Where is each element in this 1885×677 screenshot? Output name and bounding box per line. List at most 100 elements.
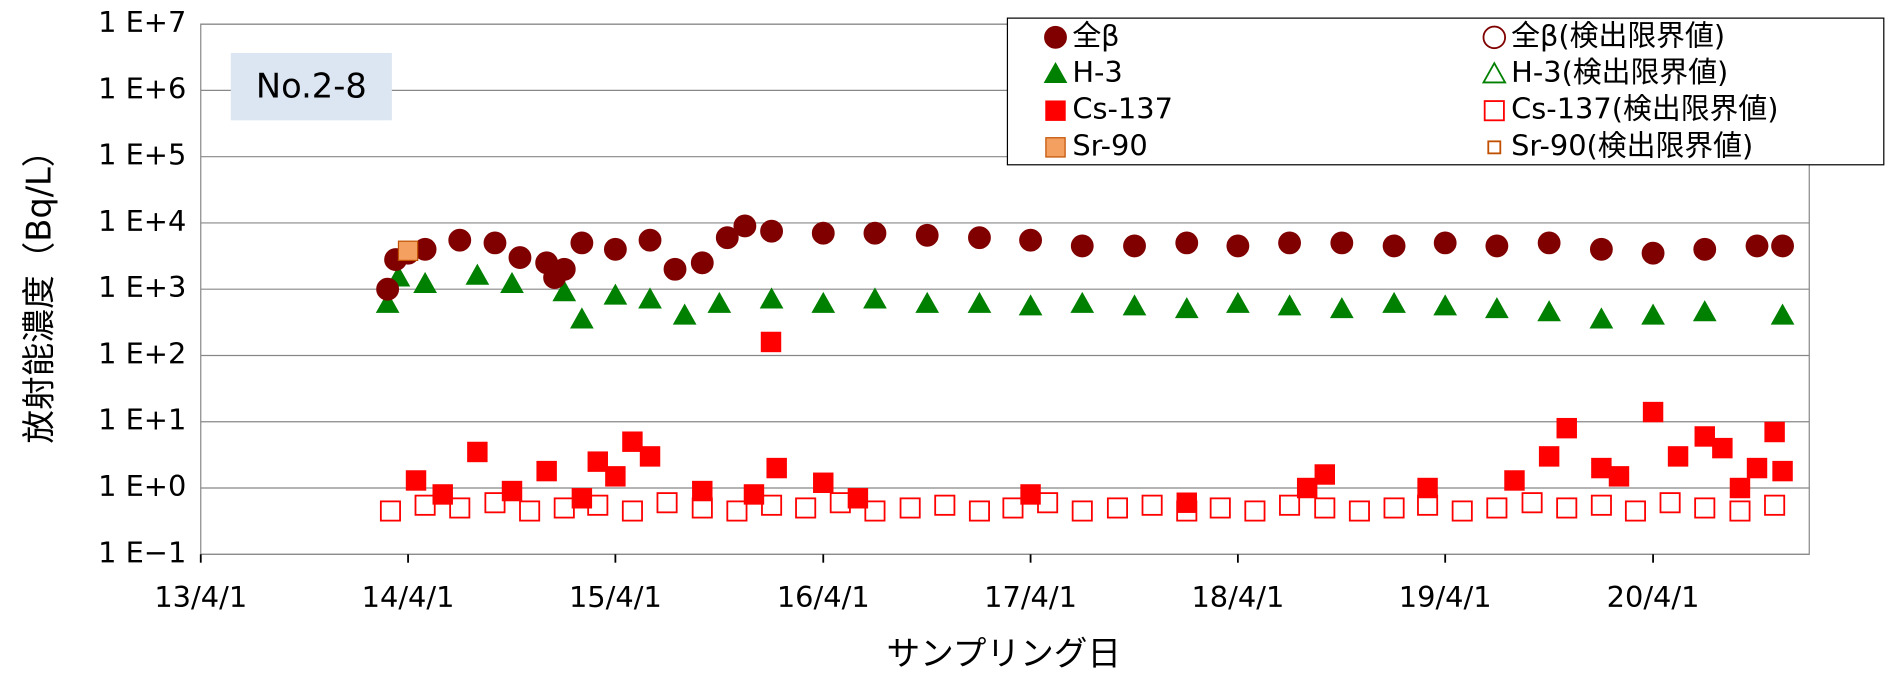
point <box>467 441 488 463</box>
point <box>1772 460 1793 482</box>
point <box>915 223 939 247</box>
point <box>1521 492 1543 514</box>
point <box>1771 234 1794 258</box>
point <box>1537 300 1561 322</box>
point <box>501 480 523 502</box>
point <box>760 331 782 353</box>
point <box>656 492 678 514</box>
point <box>1070 234 1094 258</box>
point <box>1314 497 1336 519</box>
point <box>1071 500 1093 522</box>
y-tick-label: 1 E+6 <box>98 71 186 105</box>
point <box>622 431 643 452</box>
point <box>760 219 783 243</box>
point <box>638 228 662 252</box>
point <box>1641 303 1665 325</box>
point <box>1659 492 1681 514</box>
point <box>448 228 472 252</box>
point <box>1106 497 1128 519</box>
point <box>813 472 834 493</box>
point <box>1556 497 1578 519</box>
point <box>1382 291 1406 313</box>
point <box>1382 234 1406 258</box>
point <box>536 460 557 482</box>
point <box>379 500 401 522</box>
point <box>508 246 532 270</box>
point <box>1002 497 1024 519</box>
point <box>1209 497 1231 519</box>
point <box>690 251 714 275</box>
point <box>1642 401 1664 423</box>
point <box>405 470 427 491</box>
point <box>484 492 506 514</box>
point <box>1589 237 1613 261</box>
point <box>1486 497 1508 519</box>
legend-label: H-3(検出限界値) <box>1511 55 1728 89</box>
point <box>1383 497 1405 519</box>
point <box>483 231 507 255</box>
point <box>934 494 956 516</box>
legend-label: Cs-137 <box>1072 92 1173 126</box>
point <box>1244 500 1266 522</box>
y-tick-label: 1 E+4 <box>98 204 186 238</box>
point <box>663 257 687 281</box>
point <box>743 484 765 505</box>
point <box>672 303 697 325</box>
point <box>1122 294 1147 316</box>
point <box>603 237 627 261</box>
point <box>413 271 437 293</box>
point <box>1694 426 1715 447</box>
point <box>1451 500 1473 522</box>
point <box>397 240 419 262</box>
point <box>638 287 662 309</box>
legend-label: 全β(検出限界値) <box>1511 18 1725 52</box>
point <box>1019 228 1042 252</box>
point <box>1141 494 1163 516</box>
y-tick-label: 1 E+0 <box>98 469 186 503</box>
point <box>968 226 991 250</box>
point <box>1417 477 1438 499</box>
point <box>1624 500 1646 522</box>
y-tick-label: 1 E+3 <box>98 270 186 304</box>
y-tick-label: 1 E+5 <box>98 138 186 172</box>
point <box>1729 500 1751 522</box>
point <box>1538 446 1560 467</box>
x-tick-label: 13/4/1 <box>154 580 247 614</box>
legend-label: Cs-137(検出限界値) <box>1511 92 1778 126</box>
point <box>1770 303 1795 325</box>
point <box>1348 500 1370 522</box>
point <box>1020 484 1041 505</box>
legend-label: Sr-90(検出限界値) <box>1511 128 1753 162</box>
point <box>552 257 576 281</box>
y-tick-label: 1 E+1 <box>98 403 186 437</box>
point <box>1330 231 1354 255</box>
point <box>1745 234 1769 258</box>
point <box>863 221 887 245</box>
point <box>863 287 887 309</box>
point <box>1746 457 1768 479</box>
point <box>1296 477 1318 499</box>
point <box>1123 234 1146 258</box>
point <box>1278 231 1301 255</box>
legend-label: 全β <box>1072 18 1119 52</box>
point <box>1589 307 1614 329</box>
point <box>519 500 541 522</box>
point <box>376 277 400 301</box>
legend-marker <box>1481 61 1507 84</box>
point <box>915 291 940 313</box>
point <box>587 451 608 472</box>
point <box>795 497 817 519</box>
point <box>1590 494 1612 516</box>
x-tick-label: 20/4/1 <box>1607 580 1700 614</box>
point <box>1729 477 1751 499</box>
point <box>1692 300 1717 322</box>
point <box>1070 291 1095 313</box>
point <box>1175 231 1199 255</box>
x-tick-label: 17/4/1 <box>984 580 1077 614</box>
point <box>692 480 713 502</box>
point <box>811 221 835 245</box>
point <box>1226 234 1250 258</box>
point <box>1329 297 1354 319</box>
point <box>1018 294 1043 316</box>
